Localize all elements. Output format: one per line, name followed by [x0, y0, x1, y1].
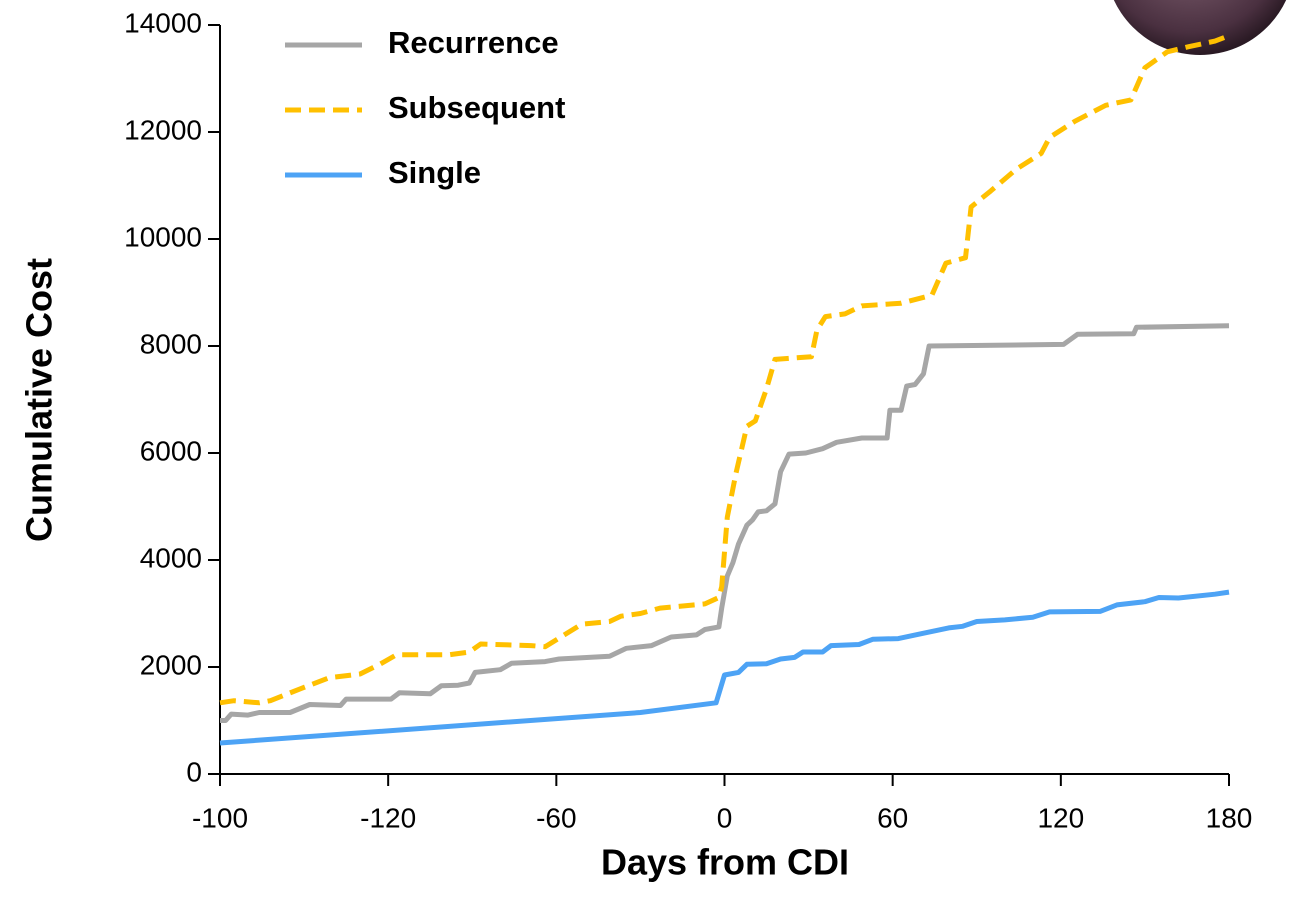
x-axis-title: Days from CDI	[601, 842, 849, 883]
line-series	[220, 323, 1230, 723]
x-tick-label: 120	[1037, 802, 1084, 833]
legend-label: Subsequent	[388, 90, 565, 125]
x-tick-label: 0	[717, 802, 733, 833]
y-tick-label: 4000	[140, 542, 202, 573]
y-tick-label: 14000	[124, 7, 202, 38]
y-tick-label: 8000	[140, 328, 202, 359]
y-tick-label: 10000	[124, 221, 202, 252]
y-tick-label: 2000	[140, 649, 202, 680]
line-series	[219, 33, 1230, 706]
decorative-image	[1113, 0, 1287, 55]
legend-label: Recurrence	[388, 25, 559, 60]
legend-label: Single	[388, 155, 481, 190]
y-tick-label: 6000	[140, 435, 202, 466]
x-tick-label: -100	[192, 802, 248, 833]
line-series	[219, 589, 1230, 746]
x-tick-label: -60	[536, 802, 576, 833]
y-tick-label: 12000	[124, 114, 202, 145]
x-tick-label: -120	[360, 802, 416, 833]
y-axis-title: Cumulative Cost	[19, 258, 60, 542]
x-tick-label: 60	[877, 802, 908, 833]
x-tick-label: 180	[1206, 802, 1253, 833]
y-tick-label: 0	[186, 756, 202, 787]
